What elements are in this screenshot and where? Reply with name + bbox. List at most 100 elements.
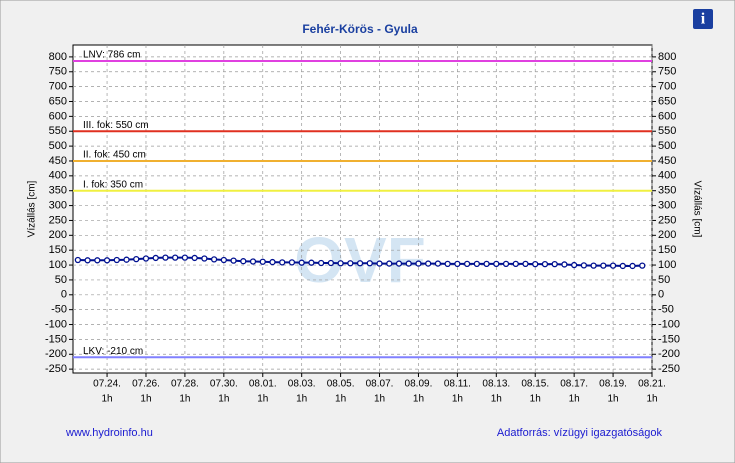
y-tick-label: 800 (49, 51, 67, 63)
data-point (619, 262, 626, 270)
x-tick-sublabel: 1h (569, 394, 580, 405)
data-point (191, 254, 198, 262)
x-tick-sublabel: 1h (530, 394, 541, 405)
x-tick-label: 08.15. (521, 379, 549, 390)
y-tick-label: 250 (49, 214, 67, 226)
x-tick-sublabel: 1h (296, 394, 307, 405)
reference-label: II. fok: 450 cm (83, 150, 146, 161)
x-tick-sublabel: 1h (413, 394, 424, 405)
data-point (94, 257, 101, 264)
data-point (220, 256, 227, 264)
info-icon[interactable]: i (701, 11, 706, 28)
x-tick-sublabel: 1h (140, 394, 151, 405)
y-tick-label: 450 (49, 155, 67, 167)
y-tick-label: 400 (49, 170, 67, 182)
data-point (249, 258, 257, 265)
y-tick-label: 150 (49, 244, 67, 256)
y-tick-label: 700 (49, 81, 67, 93)
data-point (425, 260, 432, 267)
data-point (152, 254, 159, 262)
data-point (84, 257, 91, 264)
footer-link[interactable]: www.hydroinfo.hu (65, 427, 153, 439)
y-tick-label: 0 (61, 289, 67, 301)
data-point (133, 255, 140, 263)
data-point (172, 254, 179, 261)
y2-tick-label: -50 (658, 304, 674, 316)
data-point (356, 260, 364, 267)
y2-tick-label: 300 (658, 199, 676, 211)
data-point (415, 260, 422, 267)
y2-tick-label: 700 (658, 81, 676, 93)
data-point (162, 254, 169, 261)
y-tick-label: 300 (49, 199, 67, 211)
data-point (405, 260, 412, 267)
x-tick-sublabel: 1h (608, 394, 619, 405)
y2-axis-label: Vízállás [cm] (691, 181, 702, 238)
data-point (600, 262, 607, 269)
data-point (395, 260, 403, 267)
data-point (74, 256, 82, 264)
x-tick-label: 08.19. (599, 379, 627, 390)
y2-tick-label: -100 (658, 318, 680, 330)
y2-tick-label: -200 (658, 348, 680, 360)
y2-tick-label: 100 (658, 259, 676, 271)
x-tick-sublabel: 1h (179, 394, 190, 405)
data-point (366, 260, 373, 267)
y2-tick-label: 400 (658, 170, 676, 182)
y-tick-label: 650 (49, 95, 67, 107)
data-point (386, 260, 393, 267)
y2-tick-label: -250 (658, 363, 680, 375)
y-tick-label: -200 (45, 348, 67, 360)
data-point (551, 261, 558, 268)
data-point (123, 256, 130, 263)
x-tick-sublabel: 1h (101, 394, 112, 405)
data-point (454, 260, 461, 268)
data-point (317, 259, 325, 267)
data-point (541, 261, 549, 268)
data-point (347, 260, 354, 267)
y2-tick-label: 450 (658, 155, 676, 167)
x-tick-label: 08.03. (288, 379, 316, 390)
footer-source: Adatforrás: vízügyi igazgatóságok (497, 427, 663, 439)
data-point (240, 258, 247, 265)
data-point (288, 259, 296, 266)
plot-area (72, 44, 653, 374)
data-point (434, 260, 442, 267)
y-tick-label: 550 (49, 125, 67, 137)
y2-tick-label: 50 (658, 274, 670, 286)
x-tick-sublabel: 1h (335, 394, 346, 405)
y-tick-label: 200 (49, 229, 67, 241)
data-point (532, 261, 539, 268)
data-point (113, 256, 120, 264)
x-tick-sublabel: 1h (491, 394, 502, 405)
x-tick-label: 08.07. (366, 379, 394, 390)
y2-tick-label: 350 (658, 185, 676, 197)
data-point (463, 260, 471, 268)
x-tick-sublabel: 1h (257, 394, 268, 405)
x-tick-label: 07.28. (171, 379, 199, 390)
y-tick-label: 500 (49, 140, 67, 152)
y-tick-label: -250 (45, 363, 67, 375)
data-point (609, 262, 617, 269)
x-tick-sublabel: 1h (452, 394, 463, 405)
x-tick-label: 08.11. (444, 379, 471, 390)
data-point (512, 260, 519, 268)
data-point (502, 260, 510, 268)
data-point (142, 255, 150, 262)
x-tick-label: 08.17. (560, 379, 588, 390)
data-point (629, 262, 636, 270)
data-point (210, 256, 218, 263)
data-point (230, 257, 237, 264)
reference-label: LKV: -210 cm (83, 346, 143, 357)
data-point (571, 261, 578, 269)
info-button[interactable] (693, 9, 713, 29)
y2-tick-label: 750 (658, 66, 676, 78)
y-axis-label: Vízállás [cm] (27, 180, 38, 237)
data-point (376, 260, 383, 267)
x-tick-label: 08.21. (638, 379, 666, 390)
y-tick-label: -100 (45, 318, 67, 330)
reference-label: III. fok: 550 cm (83, 120, 149, 131)
x-tick-sublabel: 1h (218, 394, 229, 405)
data-point (493, 260, 500, 268)
